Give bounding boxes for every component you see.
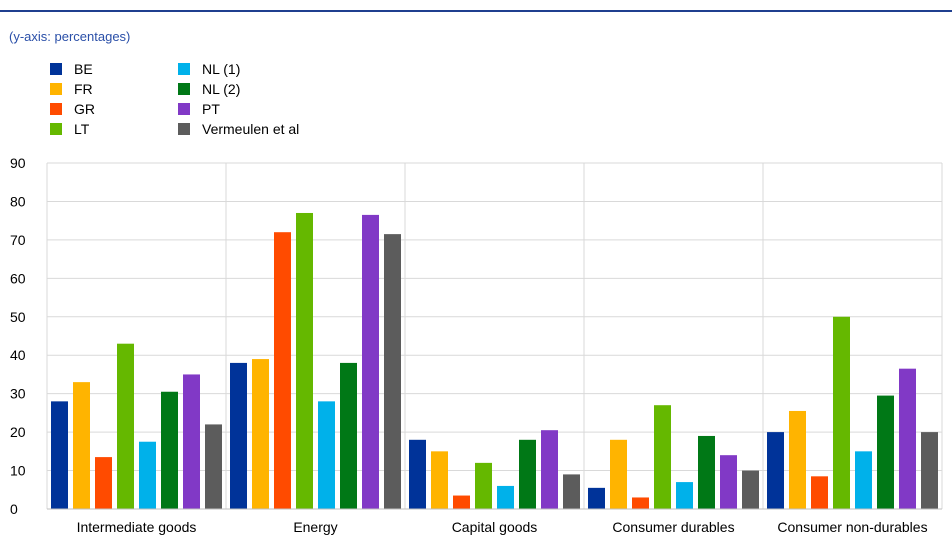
bar: [117, 343, 134, 509]
bar: [855, 451, 872, 509]
legend-swatch: [50, 103, 62, 115]
bar: [497, 485, 514, 509]
bar: [789, 410, 806, 509]
bar: [877, 395, 894, 509]
bar: [654, 405, 671, 509]
bar: [296, 212, 313, 509]
legend-swatch: [178, 83, 190, 95]
bar: [252, 359, 269, 509]
bar: [384, 234, 401, 509]
bar: [161, 391, 178, 509]
y-tick-label: 20: [10, 424, 26, 440]
bar: [318, 401, 335, 509]
top-rule: [0, 10, 952, 12]
bar: [811, 476, 828, 509]
bar: [742, 470, 759, 509]
y-tick-label: 60: [10, 270, 26, 286]
bar: [720, 455, 737, 509]
legend-swatch: [178, 123, 190, 135]
legend-label: GR: [74, 101, 95, 117]
bar: [698, 435, 715, 509]
legend-label: BE: [74, 61, 93, 77]
legend-swatch: [178, 63, 190, 75]
x-tick-label: Consumer durables: [612, 519, 734, 535]
bar: [274, 232, 291, 509]
bar: [767, 432, 784, 509]
bar: [676, 482, 693, 509]
y-tick-label: 10: [10, 463, 26, 479]
bar: [453, 495, 470, 509]
bar: [340, 362, 357, 509]
bar: [519, 439, 536, 509]
legend-label: PT: [202, 101, 220, 117]
bar: [475, 462, 492, 509]
y-tick-label: 70: [10, 232, 26, 248]
bar: [362, 214, 379, 509]
bar: [610, 439, 627, 509]
bar: [431, 451, 448, 509]
bar: [230, 362, 247, 509]
bar: [205, 424, 222, 509]
bar: [51, 401, 68, 509]
bar: [183, 374, 200, 509]
bar: [409, 439, 426, 509]
y-tick-label: 50: [10, 309, 26, 325]
bar: [833, 316, 850, 509]
bar: [541, 430, 558, 509]
y-tick-label: 0: [10, 501, 18, 517]
legend-label: NL (1): [202, 61, 240, 77]
y-tick-label: 90: [10, 155, 26, 171]
x-tick-label: Intermediate goods: [77, 519, 197, 535]
bar: [95, 457, 112, 509]
bar: [632, 497, 649, 509]
legend-label: NL (2): [202, 81, 240, 97]
bar: [588, 487, 605, 509]
y-tick-label: 40: [10, 347, 26, 363]
bar: [899, 368, 916, 509]
bar: [921, 432, 938, 509]
y-tick-label: 80: [10, 193, 26, 209]
bar: [73, 382, 90, 509]
x-tick-label: Consumer non-durables: [777, 519, 927, 535]
bar: [139, 441, 156, 509]
legend-label: FR: [74, 81, 93, 97]
legend-swatch: [50, 63, 62, 75]
legend-swatch: [50, 123, 62, 135]
legend-label: LT: [74, 121, 90, 137]
chart-subtitle: (y-axis: percentages): [9, 29, 131, 44]
x-tick-label: Capital goods: [452, 519, 538, 535]
bar: [563, 474, 580, 509]
legend-swatch: [50, 83, 62, 95]
y-tick-label: 30: [10, 386, 26, 402]
legend-swatch: [178, 103, 190, 115]
legend-label: Vermeulen et al: [202, 121, 299, 137]
x-tick-label: Energy: [293, 519, 337, 535]
